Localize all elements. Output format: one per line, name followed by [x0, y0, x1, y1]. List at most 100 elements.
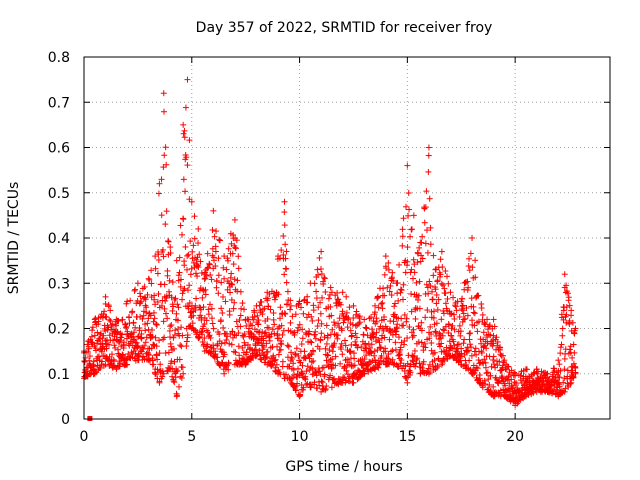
data-point	[473, 351, 480, 358]
data-point	[182, 243, 189, 250]
data-point	[197, 306, 204, 313]
data-point	[161, 305, 168, 312]
data-point	[225, 360, 232, 367]
data-point	[122, 324, 129, 331]
data-point	[106, 332, 113, 339]
data-point	[191, 235, 198, 242]
data-point	[150, 361, 157, 368]
y-tick-label: 0.2	[48, 322, 70, 338]
data-point	[442, 268, 449, 275]
data-point	[426, 278, 433, 285]
data-point	[557, 350, 564, 357]
data-point	[184, 162, 191, 169]
data-point	[171, 379, 178, 386]
data-point	[81, 358, 88, 365]
data-point	[430, 272, 437, 279]
data-point	[173, 257, 180, 264]
data-point	[136, 325, 143, 332]
data-point	[250, 354, 257, 361]
data-point	[313, 295, 320, 302]
x-axis-label: GPS time / hours	[285, 459, 402, 475]
data-point	[445, 280, 452, 287]
data-point	[412, 315, 419, 322]
data-point	[555, 357, 562, 364]
data-point	[282, 241, 289, 248]
data-point	[209, 226, 216, 233]
data-point	[108, 351, 115, 358]
data-point	[142, 327, 149, 334]
data-point	[334, 335, 341, 342]
data-point	[264, 348, 271, 355]
data-point	[418, 319, 425, 326]
data-point	[137, 293, 144, 300]
data-point	[163, 208, 170, 215]
data-point	[410, 275, 417, 282]
data-point	[133, 339, 140, 346]
data-point	[258, 298, 265, 305]
data-point	[207, 334, 214, 341]
data-point	[173, 310, 180, 317]
data-point	[215, 255, 222, 262]
data-point	[102, 293, 109, 300]
data-point	[162, 221, 169, 228]
data-point	[220, 324, 227, 331]
data-point	[456, 322, 463, 329]
data-point	[459, 295, 466, 302]
data-point	[228, 341, 235, 348]
data-point	[149, 333, 156, 340]
data-point	[466, 357, 473, 364]
data-point	[218, 305, 225, 312]
data-point	[217, 346, 224, 353]
data-point	[450, 294, 457, 301]
data-point	[406, 206, 413, 213]
data-point	[158, 302, 165, 309]
data-point	[184, 252, 191, 259]
data-point	[204, 250, 211, 257]
data-point	[147, 312, 154, 319]
data-point	[224, 257, 231, 264]
data-point	[224, 255, 231, 262]
data-point	[404, 244, 411, 251]
data-point	[174, 317, 181, 324]
data-point	[363, 325, 370, 332]
data-point	[177, 222, 184, 229]
data-point	[425, 168, 432, 175]
data-point	[117, 360, 124, 367]
data-point	[188, 265, 195, 272]
data-point	[127, 297, 134, 304]
data-point	[160, 318, 167, 325]
data-point	[215, 272, 222, 279]
data-point	[184, 287, 191, 294]
data-point	[230, 261, 237, 268]
data-point	[129, 308, 136, 315]
data-point	[170, 345, 177, 352]
data-point	[150, 341, 157, 348]
data-point	[241, 339, 248, 346]
data-point	[153, 321, 160, 328]
data-point	[299, 335, 306, 342]
data-point	[313, 288, 320, 295]
data-point	[172, 295, 179, 302]
data-point	[194, 273, 201, 280]
data-point	[220, 293, 227, 300]
data-point	[179, 364, 186, 371]
data-point	[228, 280, 235, 287]
data-point	[122, 320, 129, 327]
data-point	[212, 243, 219, 250]
data-point	[178, 324, 185, 331]
data-point	[235, 265, 242, 272]
data-point	[235, 329, 242, 336]
data-point	[169, 307, 176, 314]
data-point	[206, 301, 213, 308]
data-point	[421, 205, 428, 212]
data-point	[88, 333, 95, 340]
data-point	[438, 316, 445, 323]
data-point	[197, 258, 204, 265]
data-point	[461, 336, 468, 343]
data-point	[206, 261, 213, 268]
data-point	[379, 305, 386, 312]
data-point	[195, 225, 202, 232]
data-point	[398, 287, 405, 294]
data-point	[405, 190, 412, 197]
data-point	[250, 316, 257, 323]
